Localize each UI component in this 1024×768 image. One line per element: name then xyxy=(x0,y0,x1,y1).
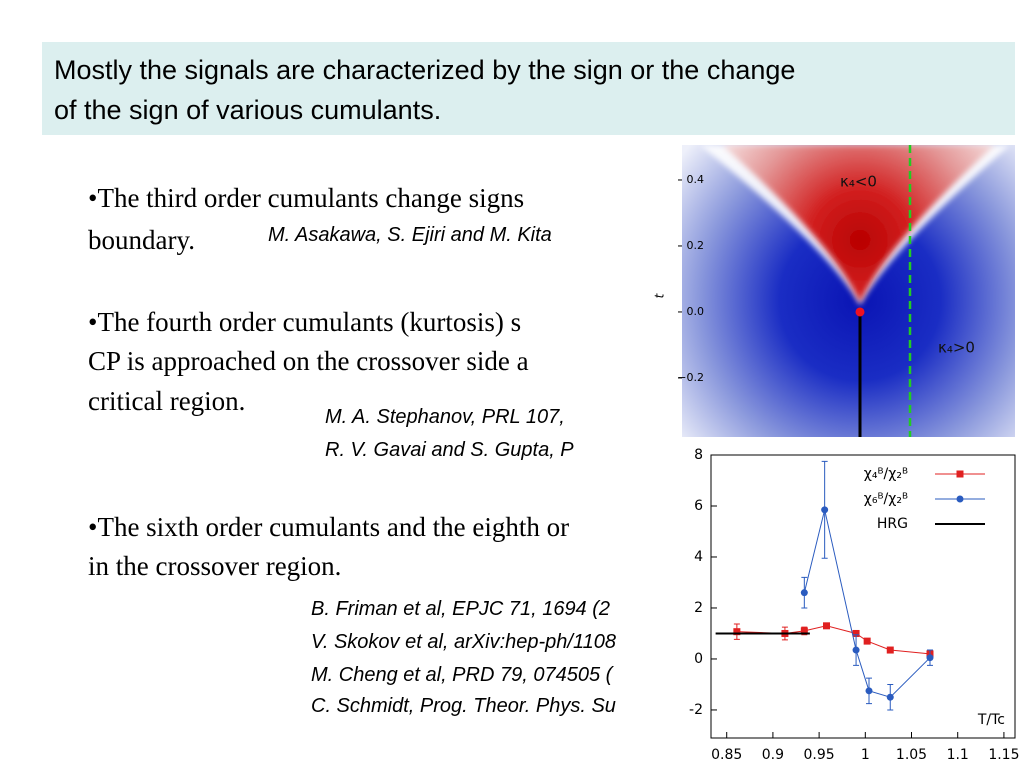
heatmap-red xyxy=(722,145,995,303)
data-point xyxy=(733,628,741,636)
y-tick-label: 2 xyxy=(694,600,703,616)
x-tick-label: 1.05 xyxy=(896,747,927,763)
bullet-line: •The third order cumulants change signs xyxy=(88,183,525,213)
bullet-line: boundary. xyxy=(88,225,195,255)
y-tick-label: −0.2 xyxy=(677,371,704,384)
citation: M. Asakawa, S. Ejiri and M. Kita xyxy=(268,224,552,246)
bullet-line: •The fourth order cumulants (kurtosis) s xyxy=(88,307,522,337)
x-axis-label: T/Tc xyxy=(977,712,1005,728)
bullet-line: •The sixth order cumulants and the eight… xyxy=(88,512,570,542)
annotation: κ₄>0 xyxy=(938,339,975,357)
legend-label: χ₄ᴮ/χ₂ᴮ xyxy=(864,466,908,482)
data-point xyxy=(821,506,829,514)
data-point xyxy=(800,589,808,597)
data-point xyxy=(865,687,873,695)
citation: R. V. Gavai and S. Gupta, P xyxy=(325,439,574,461)
heatmap xyxy=(682,145,1015,437)
citation: M. A. Stephanov, PRL 107, xyxy=(325,406,565,428)
data-point xyxy=(886,693,894,701)
data-point xyxy=(800,627,808,635)
legend-label: HRG xyxy=(877,516,908,532)
plot-frame xyxy=(710,454,1016,739)
x-tick-label: 0.85 xyxy=(711,747,742,763)
x-tick-label: 1 xyxy=(861,747,870,763)
y-tick-label: 4 xyxy=(694,549,703,565)
y-axis-label: t xyxy=(653,292,667,298)
bullet-line: in the crossover region. xyxy=(88,551,342,581)
header-line: Mostly the signals are characterized by … xyxy=(54,55,796,85)
data-point xyxy=(863,637,871,645)
critical-point xyxy=(855,307,865,317)
data-point xyxy=(852,629,860,637)
data-point xyxy=(926,654,934,662)
x-tick-label: 1.15 xyxy=(988,747,1019,763)
citation: V. Skokov et al, arXiv:hep-ph/1108 xyxy=(311,631,616,653)
y-tick-label: 6 xyxy=(694,498,703,514)
series-line xyxy=(803,509,931,698)
x-tick-label: 0.9 xyxy=(762,747,784,763)
citation: M. Cheng et al, PRD 79, 074505 ( xyxy=(311,664,613,686)
data-point xyxy=(852,646,860,654)
data-point xyxy=(823,622,831,630)
citation: C. Schmidt, Prog. Theor. Phys. Su xyxy=(311,695,616,717)
y-tick-label: 0.2 xyxy=(687,239,705,252)
y-tick-label: 0.4 xyxy=(687,173,705,186)
legend-label: χ₆ᴮ/χ₂ᴮ xyxy=(864,491,908,507)
header-box xyxy=(42,42,1015,135)
legend-marker xyxy=(956,495,964,503)
figure-background xyxy=(690,440,1024,768)
annotation: κ₄<0 xyxy=(840,173,877,191)
y-tick-label: 0 xyxy=(694,651,703,667)
x-tick-label: 0.95 xyxy=(804,747,835,763)
legend-marker xyxy=(956,470,964,478)
bullet-line: CP is approached on the crossover side a xyxy=(88,346,529,376)
x-tick-label: 1.1 xyxy=(947,747,969,763)
y-tick-label: 0.0 xyxy=(687,305,705,318)
data-point xyxy=(886,646,894,654)
header-line: of the sign of various cumulants. xyxy=(54,95,442,125)
citation: B. Friman et al, EPJC 71, 1694 (2 xyxy=(311,598,611,620)
y-tick-label: -2 xyxy=(689,702,703,718)
y-tick-label: 8 xyxy=(694,447,703,463)
bullet-line: critical region. xyxy=(88,386,246,416)
